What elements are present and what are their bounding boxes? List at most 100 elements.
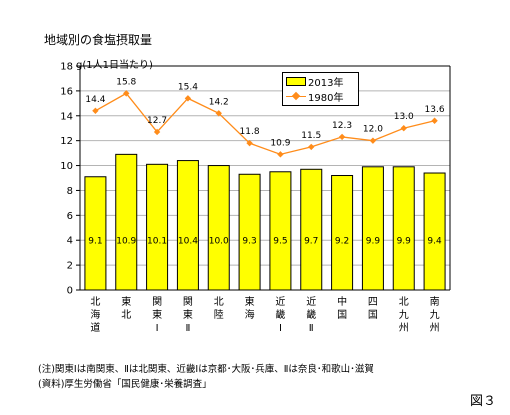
x-category-label: 州	[430, 322, 440, 334]
y-tick-label: 2	[67, 261, 73, 272]
y-tick-label: 14	[60, 111, 73, 122]
y-tick-label: 4	[67, 236, 73, 247]
line-value-label: 12.3	[332, 121, 352, 131]
bar-2013	[331, 175, 354, 291]
x-category-label: 畿	[275, 308, 285, 321]
x-category-label: 陸	[214, 308, 224, 321]
bar-2013	[423, 172, 446, 291]
footnote-note: (注)関東Ⅰは南関東、Ⅱは北関東、近畿Ⅰは京都･大阪･兵庫、Ⅱは奈良･和歌山･滋…	[38, 364, 374, 375]
x-category-label: 北	[214, 296, 224, 308]
line-value-label: 13.6	[425, 105, 445, 115]
line-value-label: 10.9	[270, 138, 290, 148]
chart-legend: 2013年 1980年	[282, 72, 359, 106]
line-point-1980	[246, 139, 253, 147]
y-tick-label: 12	[60, 136, 73, 147]
y-tick-label: 10	[60, 161, 73, 172]
line-point-1980	[215, 110, 222, 117]
line-point-1980	[369, 137, 377, 144]
line-value-label: 15.8	[116, 77, 136, 87]
legend-label-2013: 2013年	[308, 78, 344, 89]
bar-value-label: 9.2	[335, 237, 349, 247]
line-value-label: 11.5	[301, 131, 321, 141]
x-category-label: 東	[152, 308, 162, 321]
line-value-label: 15.4	[178, 82, 198, 92]
x-category-label: 関	[183, 296, 193, 308]
x-category-label: 海	[245, 308, 255, 321]
x-category-label: Ⅱ	[309, 323, 314, 334]
legend-label-1980: 1980年	[308, 93, 344, 104]
bar-2013	[207, 165, 230, 291]
bar-value-label: 9.1	[88, 237, 102, 247]
bar-value-label: 9.9	[397, 237, 412, 247]
bar-value-label: 10.9	[116, 237, 136, 247]
x-category-label: 北	[90, 296, 100, 308]
bar-value-label: 10.1	[147, 237, 167, 247]
x-category-label: Ⅰ	[156, 323, 159, 334]
x-category-label: 近	[275, 295, 285, 308]
x-category-label: 関	[152, 296, 162, 308]
bar-value-label: 9.3	[242, 237, 256, 247]
x-category-label: 国	[368, 309, 378, 321]
x-category-label: Ⅰ	[279, 323, 282, 334]
line-1980	[95, 92, 435, 156]
line-point-1980	[338, 133, 346, 141]
y-tick-label: 18	[60, 62, 73, 73]
bar-2013	[115, 153, 138, 291]
bar-2013	[392, 166, 415, 291]
legend-bar-swatch	[286, 77, 306, 86]
x-category-label: 九	[430, 309, 440, 321]
chart-title: 地域別の食塩摂取量	[44, 33, 153, 47]
legend-item-1980: 1980年	[286, 90, 344, 104]
x-category-label: 国	[337, 309, 347, 321]
x-category-label: 東	[245, 295, 255, 308]
line-value-label: 13.0	[394, 112, 414, 122]
y-tick-label: 6	[67, 211, 73, 222]
x-category-label: 南	[430, 295, 440, 308]
legend-item-2013: 2013年	[286, 75, 344, 89]
x-category-label: 州	[399, 322, 409, 334]
line-point-1980	[153, 128, 161, 136]
bar-value-label: 9.4	[427, 237, 442, 247]
line-point-1980	[308, 143, 315, 151]
x-category-label: 北	[399, 296, 409, 308]
line-value-label: 12.0	[363, 125, 383, 135]
x-category-label: 東	[121, 295, 131, 308]
bar-value-label: 9.9	[366, 237, 381, 247]
x-category-label: 中	[337, 295, 347, 308]
bar-2013	[269, 171, 292, 291]
bar-2013	[84, 176, 107, 291]
line-point-1980	[431, 117, 438, 124]
x-category-label: 四	[368, 297, 378, 308]
x-category-label: Ⅱ	[185, 323, 190, 334]
bar-2013	[300, 168, 323, 291]
bar-value-label: 10.4	[178, 237, 198, 247]
bar-value-label: 9.5	[273, 237, 287, 247]
bar-2013	[238, 173, 261, 291]
bar-2013	[146, 163, 169, 291]
x-category-label: 東	[183, 308, 193, 321]
line-value-label: 12.7	[147, 116, 167, 126]
footnote-source: (資料)厚生労働省「国民健康･栄養調査」	[38, 379, 212, 390]
x-category-label: 北	[121, 309, 131, 321]
bar-value-label: 10.0	[209, 237, 229, 247]
x-category-label: 畿	[306, 308, 316, 321]
line-value-label: 14.2	[209, 97, 229, 107]
line-value-label: 14.4	[85, 95, 105, 105]
line-point-1980	[92, 107, 99, 114]
x-category-label: 道	[90, 321, 100, 334]
figure-label: 図３	[470, 394, 497, 409]
line-point-1980	[123, 90, 130, 97]
x-category-label: 海	[90, 308, 100, 321]
legend-line-swatch	[286, 92, 306, 101]
bar-value-label: 9.7	[304, 237, 318, 247]
y-tick-label: 0	[67, 286, 73, 297]
y-tick-label: 8	[67, 186, 73, 197]
x-category-label: 九	[399, 309, 409, 321]
bar-2013	[176, 160, 199, 291]
line-point-1980	[184, 95, 192, 102]
line-point-1980	[400, 125, 407, 132]
line-value-label: 11.8	[240, 127, 260, 137]
bar-2013	[361, 166, 384, 291]
line-point-1980	[277, 151, 284, 158]
